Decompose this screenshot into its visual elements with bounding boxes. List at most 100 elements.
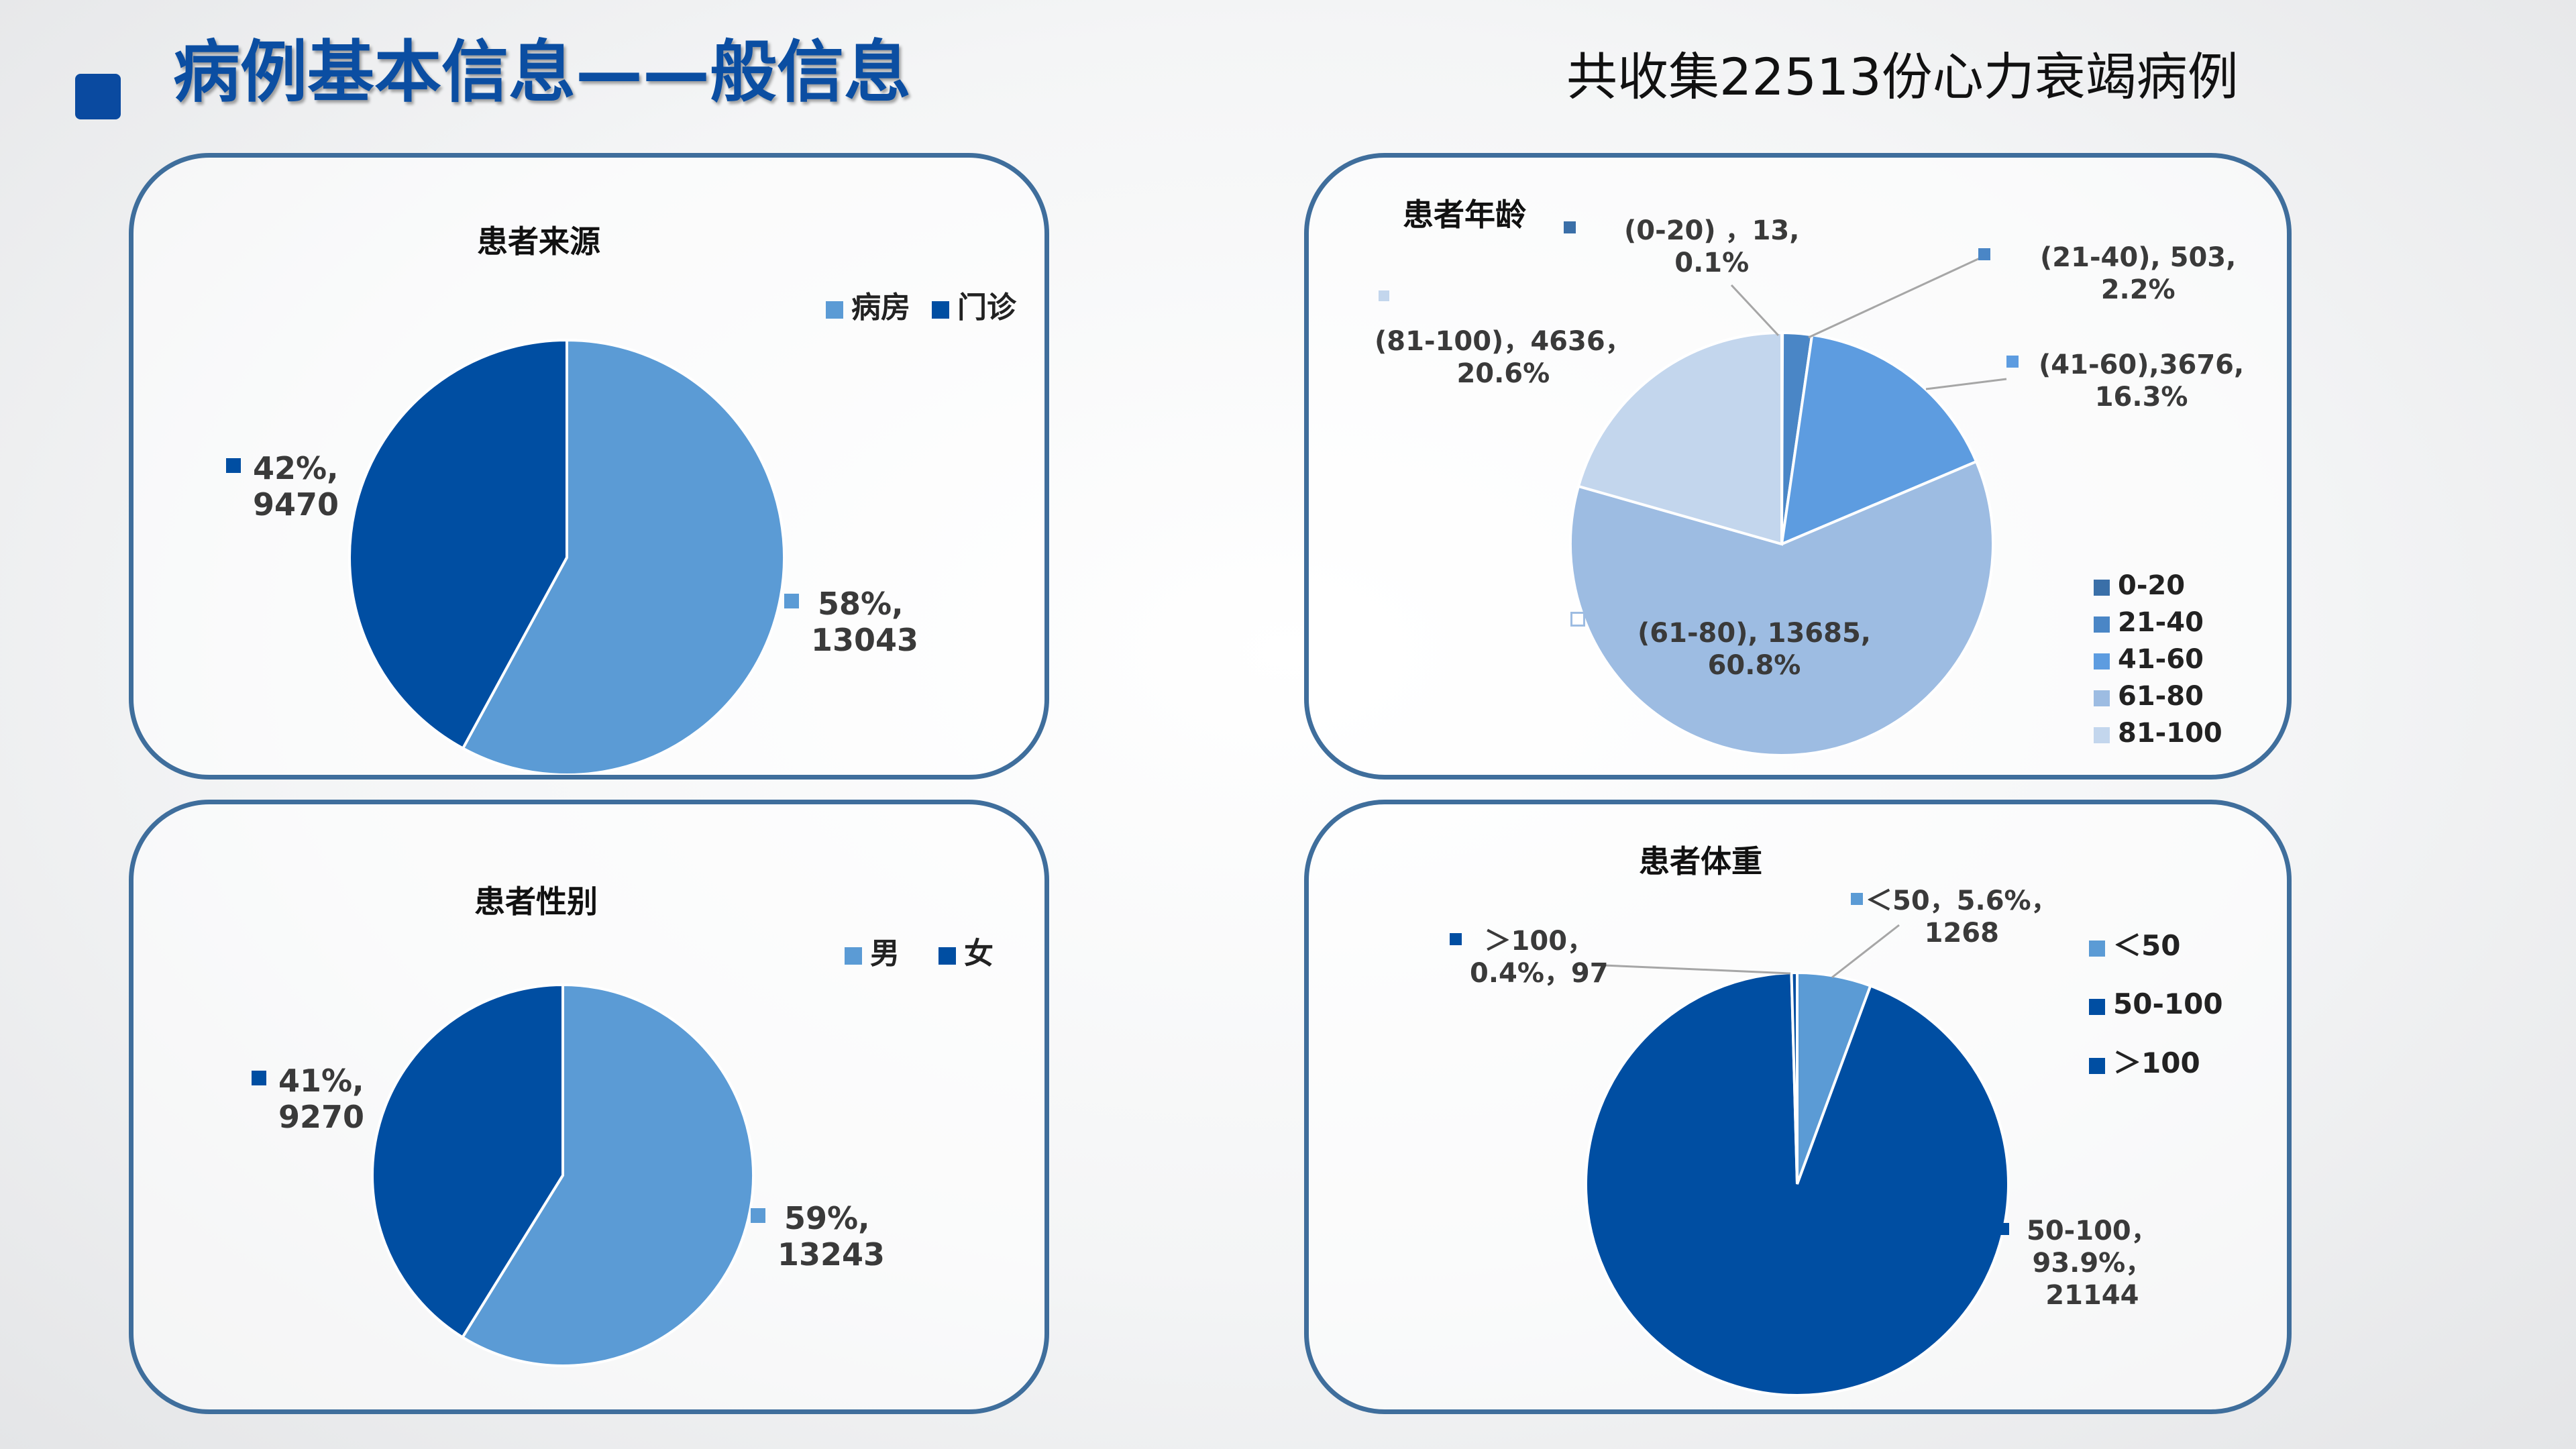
- gender-label-female-value: 9270: [278, 1099, 365, 1135]
- source-label-outpatient: 42%, 9470: [226, 450, 339, 523]
- legend-swatch-weight-lt50: [2089, 941, 2105, 957]
- weight-label-gt100-marker: [1450, 933, 1462, 945]
- legend-item-ward: 病房: [826, 289, 910, 327]
- age-label-81-100-marker: [1379, 290, 1389, 301]
- age-label-61-80-line2: 60.8%: [1707, 650, 1801, 681]
- age-label-0-20: (0-20) ，13, 0.1%: [1564, 215, 1799, 279]
- source-label-ward-value: 13043: [811, 622, 919, 658]
- gender-label-male-value: 13243: [777, 1236, 885, 1273]
- age-label-0-20-marker: [1564, 221, 1576, 233]
- weight-label-lt50: ＜50，5.6%， 1268: [1851, 885, 2058, 949]
- weight-pie-slice-2: [1790, 971, 1799, 1185]
- legend-swatch-ward: [826, 301, 843, 319]
- source-label-outpatient-value: 9470: [253, 486, 339, 523]
- gender-chart-panel: 患者性别 男 女 41%, 9270 59%, 13243: [129, 800, 1049, 1414]
- age-leader-21-40: [1808, 257, 1980, 339]
- age-label-41-60-line1: (41-60),3676,: [2039, 350, 2245, 380]
- legend-swatch-age-81-100: [2094, 727, 2110, 743]
- age-label-21-40-line2: 2.2%: [2100, 274, 2176, 305]
- age-chart-panel: 患者年龄 0-20 21-40 41-60 61-80 81-100 (0-20…: [1304, 153, 2292, 780]
- weight-label-lt50-line1: ＜50，5.6%，: [1866, 885, 2058, 916]
- legend-label-weight-gt100: ＞100: [2113, 1046, 2200, 1079]
- weight-chart-title: 患者体重: [1639, 843, 1762, 879]
- weight-leader-lt50: [1831, 924, 1900, 979]
- age-leader-41-60: [1925, 378, 2007, 390]
- age-leader-0-20: [1730, 284, 1780, 337]
- legend-swatch-age-21-40: [2094, 616, 2110, 633]
- gender-chart-title: 患者性别: [474, 883, 598, 920]
- gender-label-female: 41%, 9270: [252, 1063, 364, 1135]
- gender-pie-slice-1: [371, 983, 564, 1340]
- legend-label-age-0-20: 0-20: [2118, 570, 2186, 601]
- source-pie-slice-1: [348, 338, 568, 751]
- legend-label-age-21-40: 21-40: [2118, 607, 2204, 638]
- age-label-41-60: (41-60),3676, 16.3%: [2006, 349, 2245, 413]
- source-chart-title: 患者来源: [477, 223, 600, 260]
- weight-label-lt50-line2: 1268: [1924, 918, 1999, 949]
- weight-label-50-100-line3: 21144: [2045, 1280, 2139, 1311]
- age-label-21-40: (21-40), 503, 2.2%: [1978, 241, 2237, 306]
- gender-label-male-percent: 59%,: [784, 1200, 870, 1236]
- legend-item-age-0-20: 0-20: [2094, 567, 2185, 604]
- legend-item-weight-50-100: 50-100: [2089, 985, 2223, 1023]
- legend-item-age-41-60: 41-60: [2094, 641, 2204, 678]
- source-label-outpatient-marker: [226, 458, 241, 473]
- age-label-81-100-line1: (81-100)，4636，: [1375, 326, 1632, 357]
- legend-item-male: 男: [845, 935, 900, 973]
- legend-item-female: 女: [938, 935, 994, 973]
- gender-label-male-marker: [751, 1208, 765, 1223]
- source-label-ward: 58%, 13043: [784, 586, 918, 658]
- age-label-81-100: (81-100)，4636， 20.6%: [1375, 290, 1632, 390]
- gender-label-female-percent: 41%,: [278, 1063, 364, 1099]
- page-subtitle: 共收集22513份心力衰竭病例: [1566, 47, 2239, 107]
- legend-item-outpatient: 门诊: [932, 289, 1016, 327]
- legend-label-male: 男: [870, 936, 900, 971]
- source-label-ward-percent: 58%,: [818, 586, 904, 622]
- weight-leader-gt100: [1603, 964, 1791, 975]
- age-label-41-60-marker: [2006, 356, 2019, 368]
- legend-label-outpatient: 门诊: [957, 290, 1016, 325]
- source-label-ward-marker: [784, 594, 799, 608]
- age-label-21-40-marker: [1978, 248, 1990, 260]
- age-label-61-80-marker: [1570, 612, 1585, 627]
- title-marker: [75, 74, 121, 119]
- age-pie-slice-4: [1576, 331, 1783, 546]
- legend-swatch-age-61-80: [2094, 690, 2110, 706]
- legend-item-weight-lt50: ＜50: [2089, 927, 2180, 965]
- source-chart-panel: 患者来源 病房 门诊 42%, 9470 58%, 13043: [129, 153, 1049, 780]
- gender-label-female-marker: [252, 1071, 266, 1085]
- legend-item-age-21-40: 21-40: [2094, 604, 2204, 641]
- source-pie-slice-0: [461, 338, 786, 775]
- weight-label-50-100-line2: 93.9%，: [2032, 1248, 2153, 1279]
- page-title: 病例基本信息——般信息: [173, 33, 911, 111]
- gender-label-male: 59%, 13243: [751, 1200, 885, 1273]
- legend-swatch-outpatient: [932, 301, 949, 319]
- weight-label-lt50-marker: [1851, 893, 1863, 905]
- age-label-81-100-line2: 20.6%: [1456, 358, 1550, 389]
- age-pie-slice-2: [1780, 333, 1978, 547]
- age-label-41-60-line2: 16.3%: [2094, 382, 2188, 413]
- gender-pie: [371, 983, 755, 1367]
- legend-swatch-age-41-60: [2094, 653, 2110, 669]
- legend-item-weight-gt100: ＞100: [2089, 1044, 2200, 1082]
- age-pie-slice-3: [1569, 460, 1994, 757]
- legend-label-weight-lt50: ＜50: [2113, 929, 2181, 962]
- age-label-21-40-line1: (21-40), 503,: [2040, 242, 2237, 273]
- weight-label-50-100-marker: [1997, 1223, 2009, 1235]
- legend-label-weight-50-100: 50-100: [2113, 987, 2223, 1020]
- source-pie: [348, 338, 786, 775]
- legend-swatch-weight-gt100: [2089, 1058, 2105, 1074]
- weight-label-50-100: 50-100， 93.9%， 21144: [1997, 1215, 2158, 1311]
- age-label-0-20-line2: 0.1%: [1674, 248, 1750, 278]
- gender-pie-slice-0: [460, 983, 755, 1367]
- age-chart-title: 患者年龄: [1403, 197, 1526, 233]
- legend-swatch-male: [845, 947, 862, 965]
- weight-label-gt100-line1: ＞100，: [1484, 926, 1595, 957]
- weight-label-50-100-line1: 50-100，: [2027, 1216, 2158, 1246]
- legend-label-ward: 病房: [851, 290, 910, 325]
- weight-pie: [1584, 924, 2010, 1397]
- age-label-61-80: (61-80), 13685, 60.8%: [1570, 612, 1871, 682]
- legend-label-age-41-60: 41-60: [2118, 644, 2204, 675]
- source-label-outpatient-percent: 42%,: [253, 450, 339, 486]
- legend-swatch-female: [938, 947, 956, 965]
